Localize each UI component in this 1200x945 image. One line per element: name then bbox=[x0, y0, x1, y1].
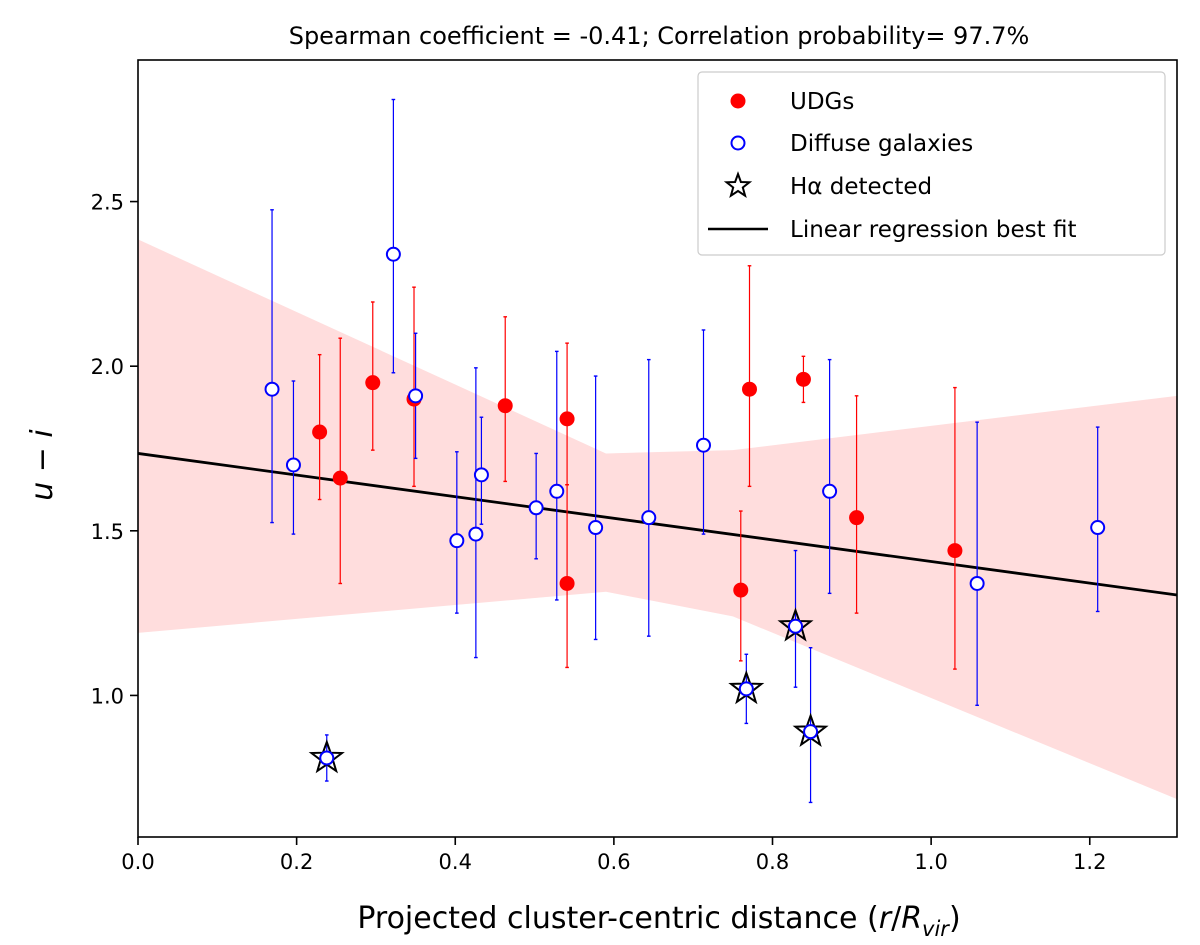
diffuse-galaxy-point bbox=[641, 510, 657, 526]
x-axis-ticks: 0.0 0.2 0.4 0.6 0.8 1.0 1.2 bbox=[121, 837, 1106, 874]
udg-point bbox=[312, 424, 328, 440]
legend-diffuse-marker bbox=[730, 135, 746, 151]
x-tick-label: 1.2 bbox=[1073, 850, 1106, 874]
legend-box bbox=[697, 71, 1166, 256]
error-bar bbox=[747, 265, 752, 488]
plot-frame bbox=[137, 59, 1178, 838]
udg-point bbox=[733, 582, 749, 598]
x-tick-label: 0.0 bbox=[121, 850, 154, 874]
y-axis-label-minus: − bbox=[25, 438, 60, 482]
udg-point bbox=[795, 371, 811, 387]
diffuse-galaxy-point bbox=[696, 437, 712, 453]
diffuse-galaxy-point bbox=[264, 381, 280, 397]
diffuse-galaxy-point bbox=[285, 457, 301, 473]
y-axis-label: u − i bbox=[25, 429, 60, 501]
x-tick-label: 0.6 bbox=[597, 850, 630, 874]
error-bar bbox=[827, 358, 832, 595]
diffuse-galaxy-point bbox=[385, 246, 401, 262]
diffuse-galaxy-point bbox=[588, 520, 604, 536]
udg-point bbox=[742, 381, 758, 397]
udg-point bbox=[365, 375, 381, 391]
udg-point bbox=[332, 470, 348, 486]
x-axis-label-sub: vir bbox=[922, 917, 950, 941]
diffuse-galaxy-point bbox=[1090, 520, 1106, 536]
chart-title: Spearman coefficient = -0.41; Correlatio… bbox=[289, 22, 1030, 50]
legend-star-marker bbox=[723, 171, 753, 199]
regression-fit-line bbox=[137, 452, 1178, 597]
udg-point bbox=[559, 575, 575, 591]
y-tick-label: 1.5 bbox=[91, 520, 124, 544]
legend-udg-marker bbox=[730, 93, 746, 109]
legend-diffuse-label: Diffuse galaxies bbox=[790, 131, 973, 157]
error-bar bbox=[554, 350, 559, 601]
fit-line-layer bbox=[137, 452, 1178, 597]
legend-halpha-label: Hα detected bbox=[790, 174, 932, 200]
x-tick-label: 0.4 bbox=[439, 850, 472, 874]
diffuse-galaxy-point bbox=[549, 483, 565, 499]
error-bar bbox=[854, 395, 859, 614]
error-bar bbox=[391, 98, 396, 374]
diffuse-galaxy-point bbox=[449, 533, 465, 549]
diffuse-galaxy-point bbox=[738, 681, 754, 697]
error-bar bbox=[975, 421, 979, 707]
confidence-band bbox=[138, 239, 1177, 800]
legend-udg-label: UDGs bbox=[790, 89, 854, 115]
diffuse-galaxy-point bbox=[473, 467, 489, 483]
error-bar bbox=[338, 337, 343, 585]
y-axis-label-u: u bbox=[25, 482, 60, 501]
udg-point bbox=[849, 510, 865, 526]
diffuse-galaxy-point bbox=[788, 618, 804, 634]
diffuse-galaxy-point bbox=[319, 750, 335, 766]
error-bar bbox=[953, 386, 957, 670]
error-bar bbox=[1095, 426, 1100, 613]
legend-fit-label: Linear regression best fit bbox=[790, 217, 1076, 243]
point-layer bbox=[264, 246, 1106, 766]
legend: UDGs Diffuse galaxies Hα detected Linear… bbox=[697, 71, 1166, 256]
diffuse-galaxy-point bbox=[803, 724, 819, 740]
udg-point bbox=[947, 543, 963, 559]
x-tick-label: 1.0 bbox=[914, 850, 947, 874]
error-bar bbox=[455, 451, 459, 614]
y-axis-ticks: 1.0 1.5 2.0 2.5 bbox=[91, 191, 138, 708]
x-axis-label: Projected cluster-centric distance (r/Rv… bbox=[357, 901, 960, 941]
x-tick-label: 0.2 bbox=[280, 850, 313, 874]
y-tick-label: 2.0 bbox=[91, 355, 124, 379]
udg-point bbox=[559, 411, 575, 427]
diffuse-galaxy-point bbox=[969, 575, 985, 591]
diffuse-galaxy-point bbox=[468, 526, 484, 542]
error-bar bbox=[474, 367, 478, 659]
error-bar bbox=[701, 329, 706, 535]
x-axis-label-main: Projected cluster-centric distance ( bbox=[357, 901, 878, 936]
error-bar bbox=[593, 375, 598, 641]
x-axis-label-close: ) bbox=[949, 901, 961, 936]
y-tick-label: 1.0 bbox=[91, 684, 124, 708]
udg-point bbox=[497, 398, 513, 414]
y-tick-label: 2.5 bbox=[91, 191, 124, 215]
error-bar bbox=[412, 286, 416, 488]
error-bar bbox=[270, 209, 274, 524]
error-bar bbox=[646, 358, 651, 637]
x-axis-label-r: r bbox=[879, 901, 893, 936]
x-tick-label: 0.8 bbox=[756, 850, 789, 874]
diffuse-galaxy-point bbox=[528, 500, 544, 516]
diffuse-galaxy-point bbox=[408, 388, 424, 404]
confidence-band-layer bbox=[138, 239, 1177, 800]
diffuse-galaxy-point bbox=[822, 483, 838, 499]
x-axis-label-R: R bbox=[901, 901, 922, 936]
x-axis-label-slash: / bbox=[891, 901, 902, 936]
y-axis-label-i: i bbox=[25, 429, 60, 438]
